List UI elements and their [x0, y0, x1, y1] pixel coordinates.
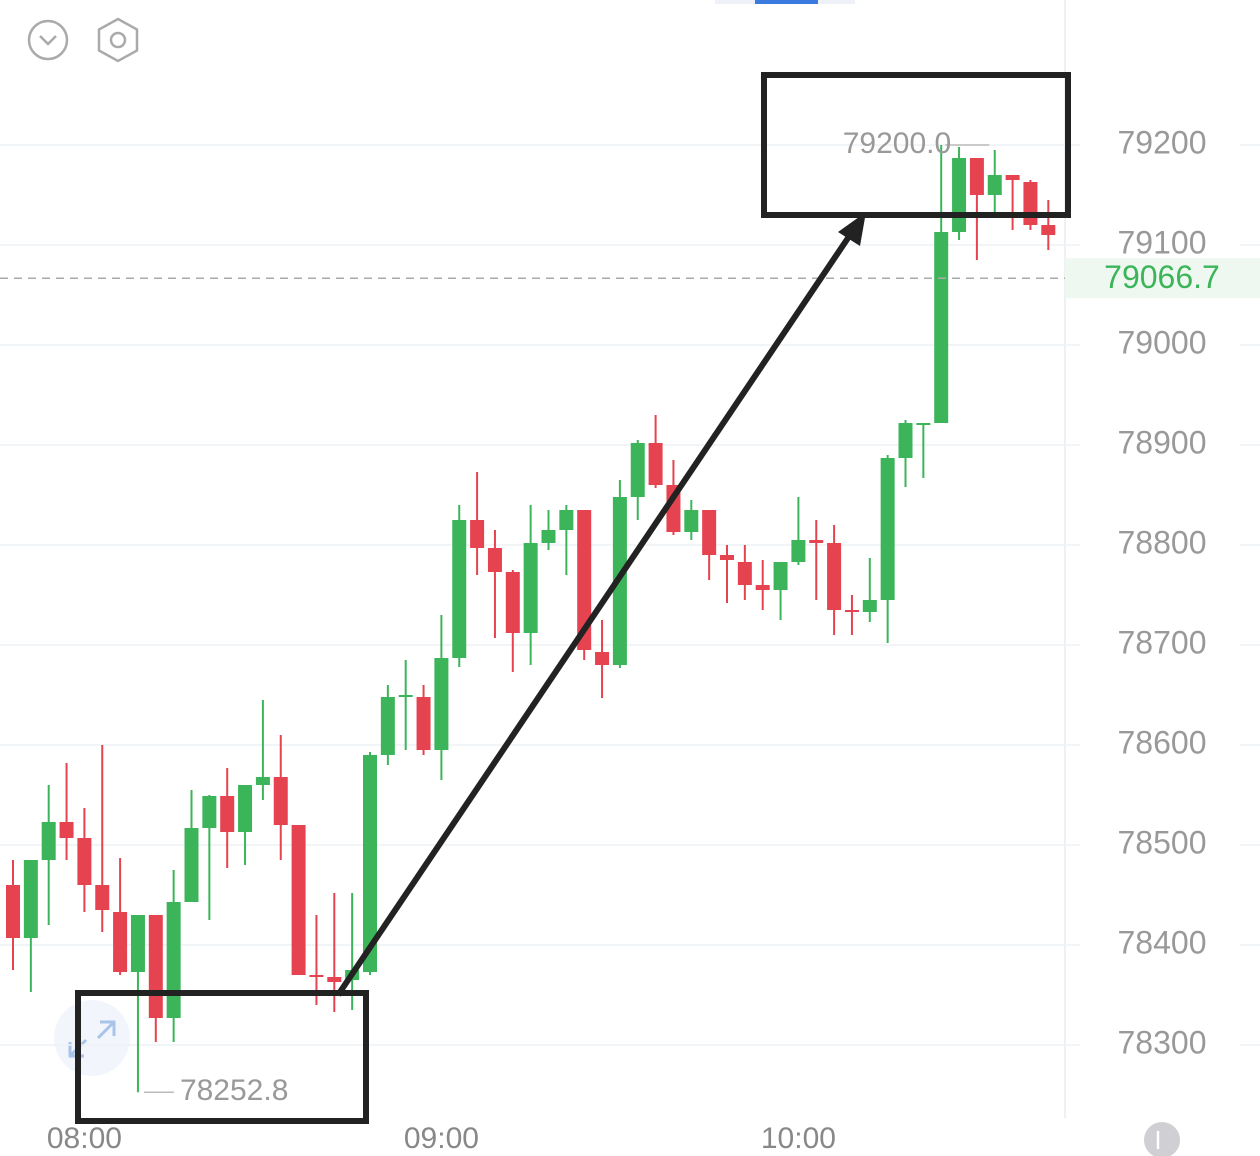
candle-body [755, 585, 770, 590]
candle-body [898, 423, 913, 458]
candle-body [380, 697, 395, 755]
candle-body [577, 510, 592, 650]
candle-body [684, 510, 699, 532]
candle-body [541, 530, 556, 543]
expand-icon[interactable] [54, 1000, 130, 1076]
candle-body [1023, 182, 1038, 225]
candle-body [398, 695, 413, 697]
candle-body [416, 697, 431, 750]
candle-body [220, 796, 235, 832]
candle-body [255, 777, 270, 785]
candle-body [6, 885, 20, 938]
candle-body [184, 828, 199, 902]
settings-icon[interactable] [97, 17, 139, 63]
y-tick-label: 78600 [1118, 724, 1207, 760]
x-tick-label: 08:00 [47, 1122, 122, 1155]
x-tick-label: 10:00 [761, 1122, 836, 1155]
candle-body [505, 572, 520, 633]
candle-body [452, 520, 467, 658]
y-tick-label: 78900 [1118, 424, 1207, 460]
x-tick-label: 09:00 [404, 1122, 479, 1155]
candle-body [934, 232, 949, 423]
collapse-icon[interactable] [27, 19, 69, 61]
candle-body [702, 510, 717, 555]
candle-body [827, 543, 842, 610]
candle-body [327, 977, 342, 982]
last-price-label: 79066.7 [1104, 259, 1220, 295]
high-label: 79200.0 [843, 127, 951, 160]
candle-body [41, 822, 56, 860]
candle-body [559, 510, 574, 530]
candle-body [880, 458, 895, 600]
y-tick-label: 79000 [1118, 324, 1207, 360]
candle-body [166, 902, 181, 1018]
candle-body [648, 443, 663, 485]
candle-body [1041, 225, 1056, 235]
annotation-boxes [75, 72, 1071, 1124]
candle-body [1005, 175, 1020, 180]
last-price-bg [1065, 258, 1260, 299]
y-tick-label: 79200 [1118, 124, 1207, 160]
candle-body [916, 423, 931, 425]
candle-body [59, 822, 74, 838]
y-tick-label: 78500 [1118, 824, 1207, 860]
y-tick-label: 78400 [1118, 924, 1207, 960]
candle-body [791, 540, 806, 562]
y-tick-label: 78800 [1118, 524, 1207, 560]
candle-body [77, 838, 92, 885]
candle-body [773, 562, 788, 590]
tab-indicator [755, 0, 818, 4]
candle-body [720, 555, 734, 560]
low-label: 78252.8 [180, 1074, 288, 1107]
candle-body [809, 540, 824, 543]
candle-body [844, 610, 859, 612]
candle-body [434, 658, 449, 750]
candle-body [523, 543, 538, 633]
candle-body [952, 158, 967, 232]
kline-button[interactable] [1144, 1122, 1180, 1156]
candle-body [969, 158, 984, 195]
candle-body [148, 915, 163, 1018]
y-tick-label: 78700 [1118, 624, 1207, 660]
candle-body [595, 652, 610, 665]
y-tick-label: 78300 [1118, 1024, 1207, 1060]
candle-body [737, 562, 752, 585]
candle-body [238, 785, 253, 832]
candle-body [309, 975, 324, 977]
candle-body [291, 825, 306, 975]
y-tick-label: 79100 [1118, 224, 1207, 260]
candle-body [130, 915, 145, 972]
candle-body [202, 796, 217, 828]
candle-body [95, 885, 110, 910]
candle-body [862, 600, 877, 612]
candle-body [987, 175, 1002, 195]
candle-body [273, 777, 288, 825]
candle-body [363, 755, 377, 972]
candle-body [630, 443, 645, 497]
candle-body [470, 520, 485, 548]
candle-body [23, 860, 38, 938]
candle-body [113, 912, 128, 972]
candle-body [487, 548, 502, 572]
